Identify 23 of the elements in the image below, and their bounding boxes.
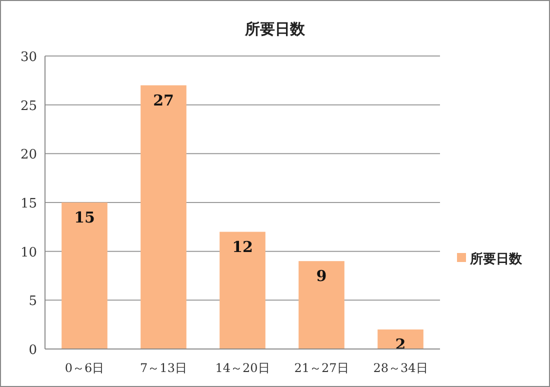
- chart-title: 所要日数: [244, 20, 306, 38]
- x-tick-label: 7～13日: [140, 361, 187, 375]
- bar: [140, 85, 186, 349]
- x-tick-label: 14～20日: [215, 361, 270, 375]
- data-label: 15: [74, 208, 95, 226]
- legend-label: 所要日数: [469, 251, 523, 267]
- bar: [220, 232, 266, 349]
- data-label: 27: [153, 91, 174, 110]
- y-tick-label: 10: [20, 245, 37, 260]
- y-tick-label: 0: [28, 343, 37, 358]
- y-tick-label: 5: [28, 294, 37, 310]
- y-tick-label: 30: [20, 50, 37, 65]
- x-tick-label: 21～27日: [294, 361, 349, 375]
- x-tick-label: 0～6日: [64, 361, 104, 375]
- bar: [378, 329, 424, 349]
- y-tick-label: 25: [20, 98, 37, 114]
- data-label: 9: [316, 267, 327, 286]
- x-tick-label: 28～34日: [373, 361, 428, 375]
- y-tick-label: 20: [20, 148, 37, 163]
- bar: [298, 261, 344, 349]
- data-label: 12: [232, 238, 253, 256]
- bar: [62, 202, 108, 349]
- y-tick-label: 15: [20, 196, 37, 212]
